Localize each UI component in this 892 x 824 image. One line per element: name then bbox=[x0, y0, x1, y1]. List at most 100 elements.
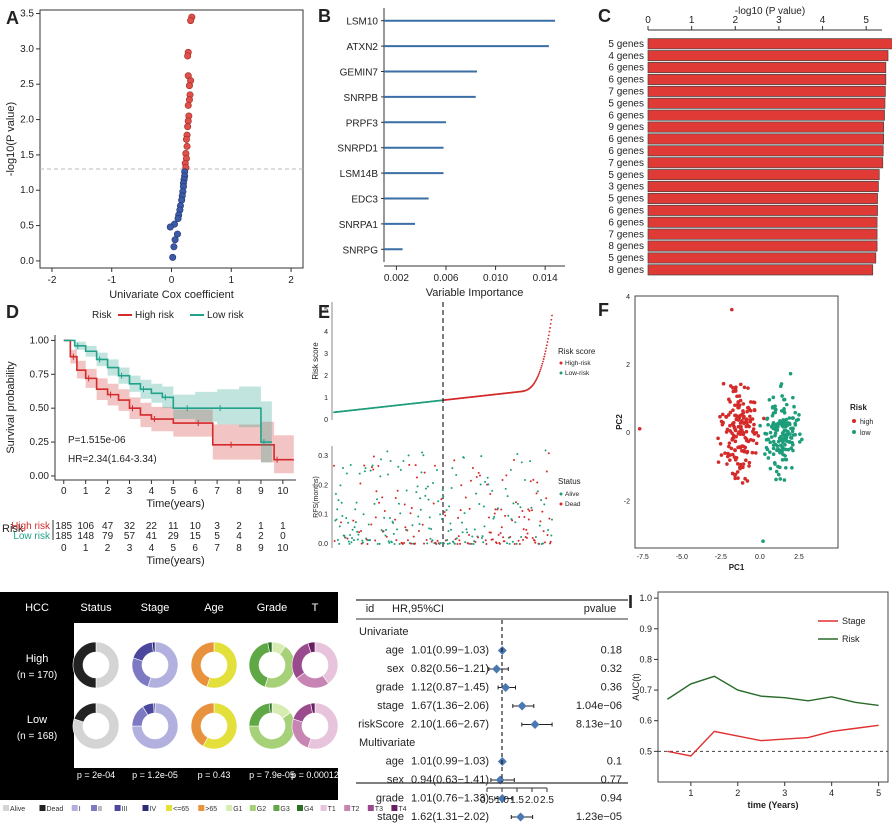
row-pvalue: 0.1 bbox=[607, 756, 622, 768]
legend-swatch bbox=[320, 805, 327, 811]
risk-count: 148 bbox=[77, 531, 94, 542]
status-point bbox=[396, 489, 399, 492]
x-tick-label: 1 bbox=[688, 788, 693, 798]
x-tick-label: 0.014 bbox=[533, 273, 558, 284]
status-point bbox=[513, 458, 516, 461]
status-point bbox=[536, 481, 539, 484]
status-point bbox=[394, 497, 397, 500]
pca-point-high bbox=[746, 386, 750, 390]
legend-label: T1 bbox=[328, 806, 336, 813]
pca-point-high bbox=[745, 409, 749, 414]
risk-point bbox=[540, 366, 542, 369]
pca-point-high bbox=[744, 438, 749, 443]
status-point bbox=[519, 506, 522, 509]
status-point bbox=[480, 455, 483, 458]
x-tick-label: -7.5 bbox=[637, 554, 649, 561]
pca-point-low bbox=[782, 407, 786, 411]
status-point bbox=[403, 503, 406, 506]
pvalue-label: p = 0.00012 bbox=[291, 770, 339, 780]
x-tick-label: 2.0 bbox=[525, 795, 539, 806]
status-point bbox=[514, 521, 517, 524]
pca-point-low bbox=[788, 422, 792, 427]
status-point bbox=[456, 542, 459, 545]
pca-point-high bbox=[734, 417, 739, 422]
data-point bbox=[178, 196, 186, 204]
pca-point-low bbox=[790, 429, 795, 434]
risk-point bbox=[545, 347, 548, 350]
legend-label: G4 bbox=[304, 806, 313, 813]
status-point bbox=[343, 534, 346, 537]
donut-slice bbox=[72, 702, 120, 750]
status-point bbox=[419, 497, 422, 500]
row-id: stage bbox=[377, 700, 404, 712]
pca-point-high bbox=[748, 408, 753, 413]
status-point bbox=[383, 516, 386, 519]
status-point bbox=[354, 508, 357, 511]
gene-bar bbox=[647, 181, 879, 193]
status-point bbox=[527, 508, 530, 511]
status-point bbox=[397, 502, 400, 505]
status-point bbox=[369, 469, 372, 472]
pca-point-high bbox=[740, 481, 745, 485]
x-tick-label: 3 bbox=[127, 486, 133, 497]
status-point bbox=[380, 529, 383, 532]
risk-point bbox=[536, 376, 539, 379]
status-point bbox=[482, 541, 485, 544]
status-point bbox=[341, 514, 344, 517]
category-label: 9 genes bbox=[608, 122, 644, 133]
legend-label: Low risk bbox=[207, 310, 245, 321]
column-header: pvalue bbox=[584, 603, 616, 615]
status-point bbox=[534, 541, 537, 544]
pca-point-high bbox=[744, 458, 748, 463]
status-point bbox=[417, 515, 420, 518]
pca-point-high bbox=[727, 444, 731, 449]
x-tick-label: 10 bbox=[277, 543, 289, 554]
x-tick-label: 3 bbox=[127, 543, 133, 554]
status-point bbox=[535, 492, 538, 495]
status-point bbox=[511, 540, 514, 543]
status-point bbox=[502, 536, 505, 539]
y-tick-label: 0.0 bbox=[20, 256, 34, 267]
status-point bbox=[340, 521, 343, 524]
status-point bbox=[541, 510, 544, 513]
pca-point-low bbox=[778, 465, 782, 470]
status-point bbox=[404, 526, 407, 529]
status-point bbox=[500, 526, 503, 529]
status-point bbox=[378, 501, 381, 504]
pca-point-high bbox=[743, 476, 747, 481]
status-point bbox=[345, 472, 348, 475]
x-tick-label: 3 bbox=[776, 15, 782, 26]
legend-swatch bbox=[91, 805, 97, 811]
pca-point-low bbox=[771, 411, 776, 415]
pca-point-high bbox=[751, 400, 756, 404]
status-point bbox=[336, 508, 339, 511]
plot-frame bbox=[657, 591, 889, 783]
y-tick-label: 1.0 bbox=[639, 593, 652, 603]
status-point bbox=[547, 528, 550, 531]
x-tick-label: -5.0 bbox=[676, 554, 688, 561]
status-point bbox=[370, 523, 373, 526]
risk-point bbox=[540, 364, 543, 367]
row-id: age bbox=[386, 756, 404, 768]
pca-point-low bbox=[797, 413, 801, 417]
data-point bbox=[183, 142, 191, 150]
status-point bbox=[439, 541, 442, 544]
legend-swatch bbox=[273, 805, 280, 811]
status-point bbox=[523, 515, 526, 518]
status-point bbox=[347, 540, 350, 543]
row-pvalue: 0.77 bbox=[601, 774, 622, 786]
status-point bbox=[505, 474, 508, 477]
status-point bbox=[481, 535, 484, 538]
gene-bar bbox=[647, 157, 884, 169]
status-point bbox=[532, 478, 535, 481]
gene-bar bbox=[647, 145, 884, 157]
estimate-diamond bbox=[497, 794, 507, 803]
status-point bbox=[378, 542, 381, 545]
risk-count: 22 bbox=[146, 521, 158, 532]
legend-swatch bbox=[559, 502, 563, 506]
status-point bbox=[528, 509, 531, 512]
status-point bbox=[457, 535, 460, 538]
donut-slice bbox=[131, 702, 179, 750]
risk-point bbox=[544, 350, 547, 353]
pca-point-high bbox=[736, 476, 740, 480]
